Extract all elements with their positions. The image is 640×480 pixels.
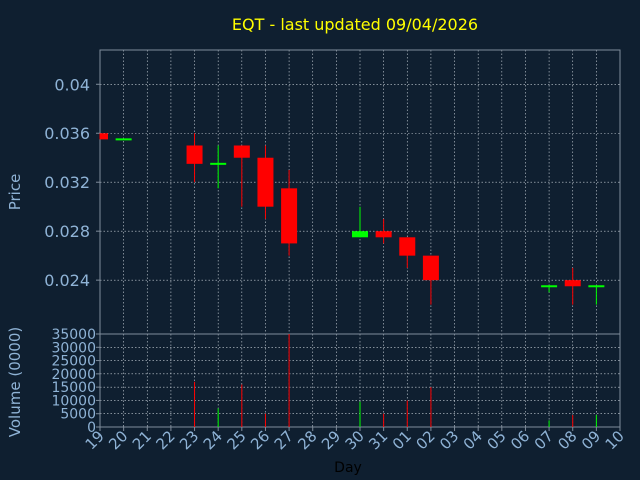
candle-body — [257, 157, 274, 207]
volume-y-tick-label: 25000 — [51, 354, 96, 370]
volume-y-tick-label: 20000 — [51, 367, 96, 383]
price-y-axis-label: Price — [6, 174, 24, 211]
x-tick-label: 08 — [554, 427, 580, 453]
x-tick-label: 02 — [413, 427, 439, 453]
candle-body — [352, 231, 368, 238]
x-tick-label: 01 — [389, 427, 415, 453]
candle-body — [375, 231, 392, 238]
x-tick-label: 05 — [483, 427, 509, 453]
price-y-tick-label: 0.032 — [44, 173, 90, 192]
x-tick-label: 03 — [436, 427, 462, 453]
price-y-tick-label: 0.028 — [44, 222, 90, 241]
price-y-ticks: 0.024 0.028 0.032 0.036 0.04 — [44, 75, 100, 290]
candle-body — [588, 285, 605, 288]
x-tick-label: 29 — [318, 427, 344, 453]
x-ticks: 1920212223242526272829303101020304050607… — [82, 427, 628, 453]
candle-body — [100, 133, 108, 140]
volume-y-tick-label: 30000 — [51, 340, 96, 356]
volume-y-tick-label: 0 — [87, 420, 96, 436]
x-tick-label: 22 — [153, 427, 179, 453]
x-tick-label: 27 — [271, 427, 297, 453]
volume-y-axis-label: Volume (0000) — [6, 327, 24, 437]
volume-y-tick-label: 10000 — [51, 393, 96, 409]
x-axis-label: Day — [334, 460, 362, 476]
x-tick-label: 28 — [294, 427, 320, 453]
x-tick-label: 23 — [176, 427, 202, 453]
x-tick-label: 26 — [247, 427, 273, 453]
candle-body — [399, 237, 416, 256]
x-tick-label: 30 — [342, 427, 368, 453]
candles — [99, 133, 605, 305]
candle-body — [564, 280, 581, 287]
volume-y-tick-label: 35000 — [51, 327, 96, 343]
x-tick-label: 31 — [365, 427, 391, 453]
price-y-tick-label: 0.036 — [44, 124, 90, 143]
candle-body — [233, 145, 250, 158]
x-tick-label: 21 — [129, 427, 155, 453]
x-tick-label: 19 — [82, 427, 108, 453]
x-tick-label: 06 — [507, 427, 533, 453]
price-y-tick-label: 0.024 — [44, 271, 90, 290]
candle-body — [210, 162, 227, 165]
chart-title: EQT - last updated 09/04/2026 — [232, 15, 478, 34]
price-grid — [100, 50, 620, 334]
x-tick-label: 24 — [200, 427, 226, 453]
candle-body — [541, 285, 558, 288]
x-tick-label: 10 — [602, 427, 628, 453]
candle-body — [186, 145, 203, 164]
volume-y-tick-label: 15000 — [51, 380, 96, 396]
x-tick-label: 04 — [460, 427, 486, 453]
x-tick-label: 20 — [105, 427, 131, 453]
volume-bars — [194, 334, 597, 427]
x-tick-label: 09 — [578, 427, 604, 453]
volume-y-tick-label: 5000 — [60, 407, 96, 423]
candle-body — [115, 138, 132, 141]
x-tick-label: 25 — [223, 427, 249, 453]
candle-body — [281, 188, 298, 244]
x-tick-label: 07 — [531, 427, 557, 453]
price-y-tick-label: 0.04 — [54, 75, 90, 94]
candle-body — [422, 255, 439, 281]
